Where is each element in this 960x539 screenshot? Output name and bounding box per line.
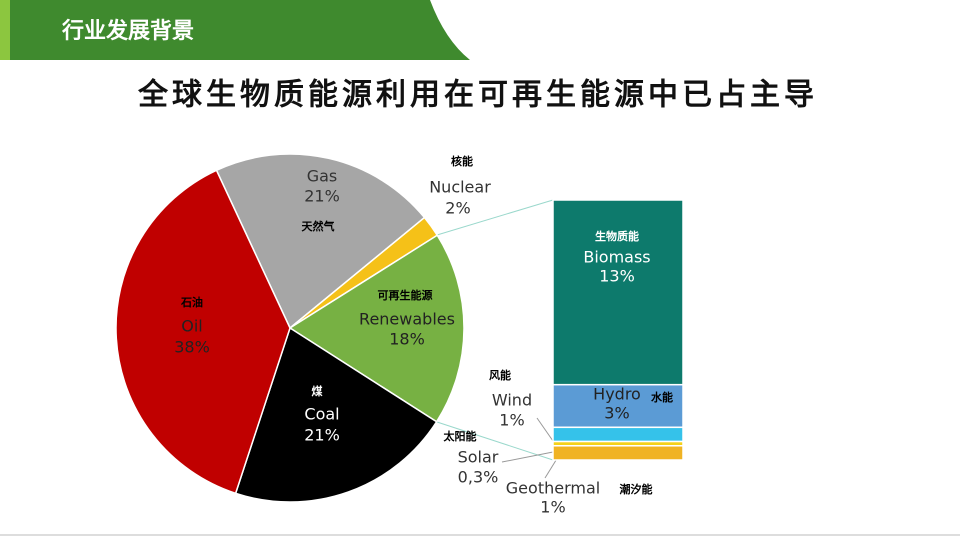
bar-segment — [552, 426, 684, 443]
segment-label: Solar — [458, 448, 499, 467]
slice-label: Renewables — [359, 310, 455, 329]
segment-value-label: 3% — [604, 404, 629, 423]
slice-value-label: 21% — [304, 187, 340, 206]
slice-value-label: 21% — [304, 426, 340, 445]
leader-line — [536, 417, 554, 442]
segment-value-label: 0,3% — [458, 468, 499, 487]
slice-value-label: 2% — [445, 199, 470, 218]
slide-title: 全球生物质能源利用在可再生能源中已占主导 — [137, 78, 818, 113]
segment-value-label: 13% — [599, 267, 635, 286]
segment-label: Wind — [492, 391, 532, 410]
segment-label-cn: 生物质能 — [595, 229, 639, 243]
segment-value-label: 1% — [499, 411, 524, 430]
pie-slice — [215, 153, 426, 330]
segment-label: Biomass — [583, 248, 650, 267]
segment-value-label: 1% — [540, 498, 565, 517]
header-accent — [0, 0, 10, 60]
slice-value-label: 38% — [174, 338, 210, 357]
slice-label: Coal — [304, 405, 339, 424]
slice-label-cn: 天然气 — [302, 219, 335, 233]
segment-label: Hydro — [593, 385, 641, 404]
connector — [436, 421, 554, 461]
slice-label: Nuclear — [429, 178, 491, 197]
pie-slice — [115, 169, 291, 495]
header-title: 行业发展背景 — [61, 18, 194, 44]
segment-label-cn: 潮汐能 — [620, 482, 653, 496]
slice-label-cn: 石油 — [180, 295, 203, 309]
slice-label-cn: 煤 — [312, 384, 324, 398]
segment-label-cn: 风能 — [489, 368, 511, 382]
leader-line — [501, 451, 554, 463]
segment-label: Geothermal — [506, 479, 600, 498]
bar-segment — [552, 199, 684, 386]
slice-label: Oil — [181, 317, 202, 336]
pie-slice — [234, 326, 438, 503]
segment-label-cn: 太阳能 — [443, 429, 477, 443]
connector — [436, 199, 554, 236]
slice-label-cn: 核能 — [451, 154, 473, 168]
slice-label: Gas — [307, 167, 338, 186]
slice-label-cn: 可再生能源 — [378, 288, 433, 302]
bar-segment — [552, 445, 684, 461]
slice-value-label: 18% — [389, 330, 425, 349]
segment-label-cn: 水能 — [651, 390, 673, 404]
pie-slice — [288, 234, 465, 423]
header-band — [0, 0, 470, 60]
